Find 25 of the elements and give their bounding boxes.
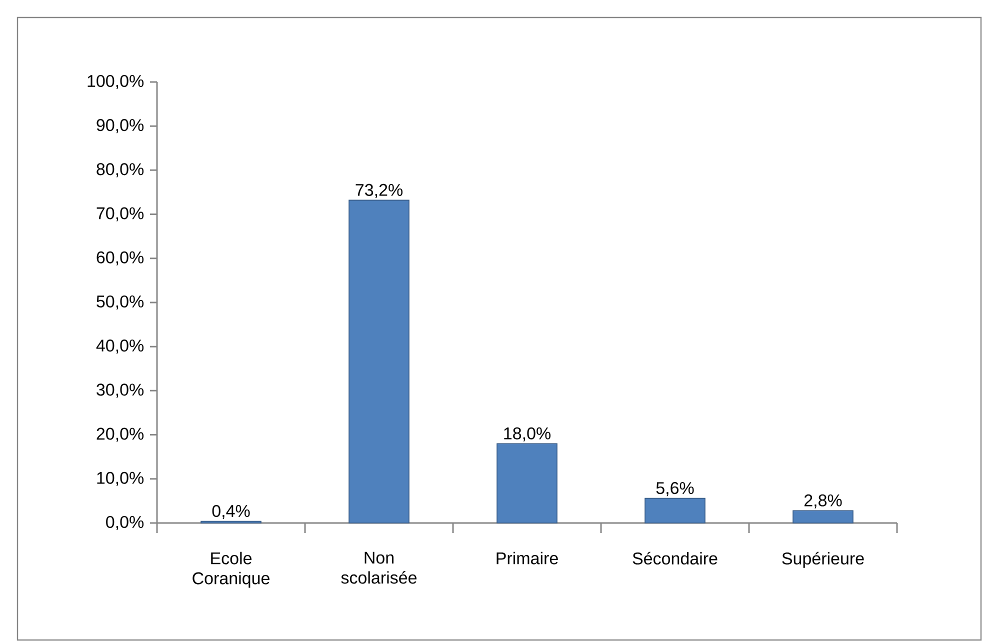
x-tick-label: Primaire	[496, 552, 558, 564]
bar	[496, 443, 558, 524]
bar	[644, 498, 706, 524]
y-tick-label: 30,0%	[96, 384, 144, 398]
data-label: 2,8%	[804, 494, 842, 508]
bar	[792, 510, 854, 524]
y-tick-label: 20,0%	[96, 428, 144, 442]
bar	[348, 200, 410, 524]
x-tick-label: Non scolarisée	[341, 552, 417, 584]
y-tick-label: 70,0%	[96, 207, 144, 222]
data-label: 73,2%	[356, 184, 403, 198]
x-tick-label: Ecole Coranique	[192, 552, 270, 588]
y-tick-label: 80,0%	[96, 163, 144, 178]
data-label: 5,6%	[656, 482, 694, 496]
x-tick-label: Supérieure	[782, 552, 864, 568]
y-tick-label: 10,0%	[97, 472, 144, 486]
x-tick-label: Sécondaire	[632, 552, 718, 565]
data-label: 18,0%	[504, 427, 551, 442]
y-tick-label: 40,0%	[96, 340, 144, 354]
y-tick-label: 90,0%	[96, 119, 144, 134]
y-tick-label: 50,0%	[96, 295, 144, 310]
data-label: 0,4%	[212, 504, 250, 520]
y-tick-label: 0,0%	[106, 516, 144, 530]
y-tick-label: 100,0%	[88, 74, 144, 90]
y-tick-label: 60,0%	[96, 251, 144, 266]
